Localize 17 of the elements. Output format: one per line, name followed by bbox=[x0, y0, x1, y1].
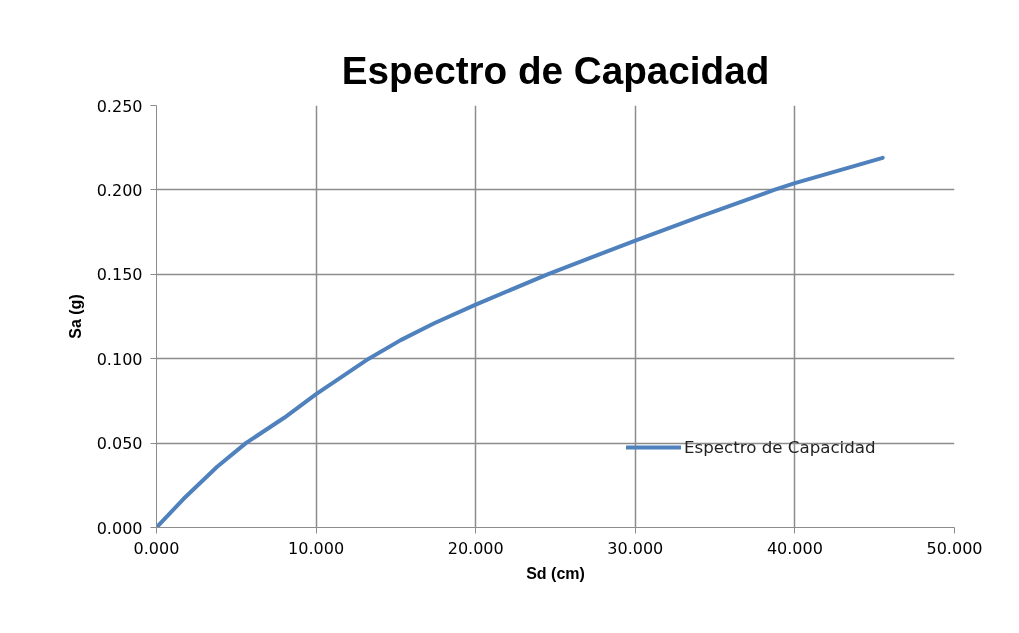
chart-title: Espectro de Capacidad bbox=[341, 48, 770, 92]
x-tick-label: 40.000 bbox=[766, 538, 823, 558]
y-tick-label: 0.250 bbox=[96, 96, 143, 116]
y-tick-label: 0.150 bbox=[96, 265, 143, 285]
x-tick-label: 20.000 bbox=[447, 538, 504, 558]
x-tick-label: 30.000 bbox=[607, 538, 664, 558]
x-tick-label: 0.000 bbox=[133, 538, 180, 558]
line-series bbox=[156, 155, 885, 528]
y-tick-label: 0.200 bbox=[96, 180, 143, 200]
y-axis-title: Sa (g) bbox=[66, 294, 84, 339]
y-tick-label: 0.100 bbox=[96, 349, 143, 369]
y-tick-label: 0.000 bbox=[96, 518, 143, 538]
x-tick-label: 50.000 bbox=[926, 538, 983, 558]
x-tick-label: 10.000 bbox=[288, 538, 345, 558]
x-axis-title: Sd (cm) bbox=[526, 564, 585, 582]
y-tick-label: 0.050 bbox=[96, 434, 143, 454]
legend-label: Espectro de Capacidad bbox=[684, 437, 876, 457]
